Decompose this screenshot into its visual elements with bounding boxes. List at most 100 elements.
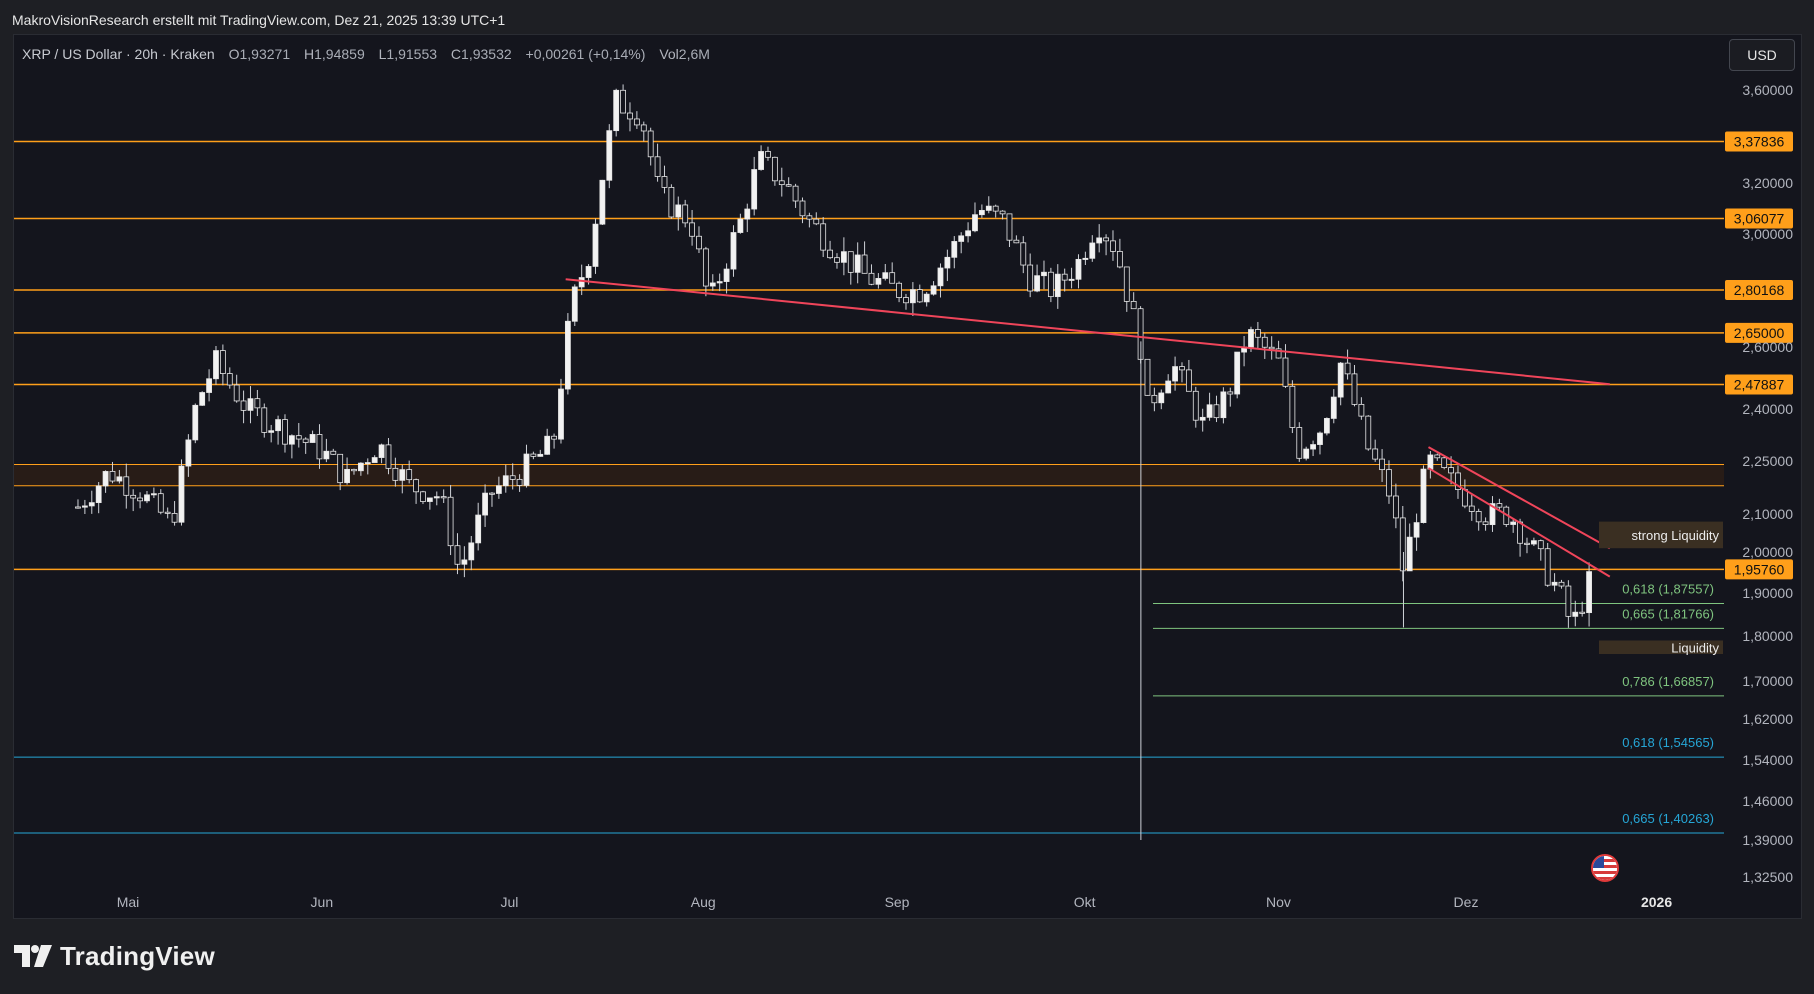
candle-body-54: [447, 496, 454, 547]
candle-body-80: [627, 112, 633, 120]
candle-body-37: [330, 450, 337, 455]
x-tick-7: Dez: [1454, 894, 1479, 910]
candle-body-72: [571, 286, 578, 322]
y-tick-10: 1,70000: [1742, 673, 1793, 689]
candle-body-115: [868, 272, 875, 285]
candle-body-85: [661, 176, 668, 188]
candle-body-200: [1455, 472, 1461, 490]
close-label: C: [450, 46, 462, 62]
candle-body-77: [606, 130, 613, 181]
candle-body-45: [385, 444, 392, 469]
candle-body-148: [1096, 237, 1103, 244]
candle-body-62: [502, 475, 509, 487]
candle-body-40: [351, 468, 357, 472]
candle-body-33: [302, 438, 309, 443]
candle-body-152: [1123, 266, 1130, 302]
candle-body-136: [1013, 239, 1020, 244]
candle-body-173: [1268, 346, 1275, 350]
candle-body-43: [371, 457, 378, 463]
candle-body-215: [1558, 581, 1565, 587]
candle-body-19: [206, 378, 212, 393]
symbol-name: XRP / US Dollar · 20h · Kraken: [22, 46, 215, 62]
level-lines-layer: 3,37836 3,06077 2,80168 2,65000 2,47887 1,957…: [14, 131, 1793, 580]
candle-body-114: [861, 254, 868, 274]
candle-body-186: [1358, 403, 1365, 417]
candle-body-170: [1248, 329, 1254, 348]
candle-body-181: [1323, 418, 1330, 434]
candle-body-147: [1089, 242, 1096, 259]
candle-body-31: [288, 435, 295, 445]
us-flag-icon[interactable]: [1591, 854, 1619, 882]
candle-body-128: [958, 235, 965, 242]
candle-body-157: [1158, 392, 1165, 404]
y-tick-14: 1,39000: [1742, 832, 1793, 848]
candle-body-87: [675, 204, 682, 218]
candle-body-18: [199, 392, 206, 406]
candle-body-55: [454, 545, 461, 565]
candle-body-67: [537, 453, 544, 457]
candle-body-76: [599, 179, 606, 225]
x-tick-3: Aug: [691, 894, 716, 910]
candle-body-0: [75, 506, 81, 509]
candle-body-184: [1344, 362, 1351, 375]
candle-body-177: [1296, 427, 1303, 459]
candle-body-130: [972, 214, 978, 232]
candle-body-71: [564, 320, 571, 390]
candle-body-176: [1289, 385, 1296, 428]
candle-body-141: [1047, 271, 1054, 298]
candle-body-212: [1537, 540, 1544, 550]
candle-body-132: [985, 205, 992, 211]
candle-body-65: [523, 453, 530, 486]
candle-body-28: [268, 430, 275, 433]
candle-body-88: [682, 204, 689, 224]
candle-body-38: [337, 453, 344, 484]
candle-body-116: [875, 278, 882, 285]
candle-body-81: [633, 118, 640, 126]
candle-body-119: [896, 282, 902, 298]
y-tick-6: 2,10000: [1742, 506, 1793, 522]
tradingview-logo[interactable]: TradingView: [14, 940, 215, 972]
resistance-tag-4: [1725, 374, 1793, 395]
candle-body-34: [309, 434, 316, 443]
y-tick-13: 1,46000: [1742, 793, 1793, 809]
candle-body-133: [992, 205, 999, 212]
resistance-tag-label-2: 2,80168: [1734, 282, 1785, 298]
candle-body-193: [1406, 536, 1413, 572]
candle-body-139: [1034, 275, 1040, 292]
candle-body-74: [585, 266, 592, 278]
resistance-tag-5: [1725, 559, 1793, 580]
currency-button[interactable]: USD: [1729, 39, 1795, 71]
liquidity-box-label-1: Liquidity: [1671, 640, 1719, 655]
candle-body-3: [95, 485, 102, 504]
candle-body-5: [109, 471, 116, 482]
candle-body-8: [130, 494, 137, 499]
candle-body-106: [806, 215, 813, 220]
candle-body-203: [1475, 511, 1482, 523]
candle-body-13: [164, 511, 171, 514]
candle-body-26: [254, 398, 261, 409]
candle-body-211: [1530, 540, 1537, 545]
candle-body-78: [613, 89, 620, 132]
candle-body-6: [116, 476, 123, 482]
candle-body-196: [1427, 454, 1434, 470]
candle-body-126: [944, 256, 951, 269]
trendlines-layer: [565, 278, 1611, 578]
candle-body-68: [544, 435, 551, 455]
x-tick-8: 2026: [1641, 894, 1672, 910]
resistance-tag-label-0: 3,37836: [1734, 134, 1785, 150]
candle-body-2: [88, 502, 95, 507]
candle-body-187: [1365, 415, 1372, 450]
y-tick-9: 1,80000: [1742, 628, 1793, 644]
candle-body-105: [799, 200, 806, 217]
candle-body-97: [744, 208, 751, 220]
candle-body-159: [1172, 366, 1178, 382]
low-label: L: [378, 46, 387, 62]
candle-body-117: [882, 272, 889, 279]
candle-body-218: [1579, 611, 1586, 614]
candle-body-112: [847, 251, 854, 273]
candle-body-110: [834, 257, 840, 263]
candle-body-91: [702, 248, 709, 287]
candle-body-1: [81, 505, 88, 508]
candle-body-160: [1179, 366, 1185, 371]
